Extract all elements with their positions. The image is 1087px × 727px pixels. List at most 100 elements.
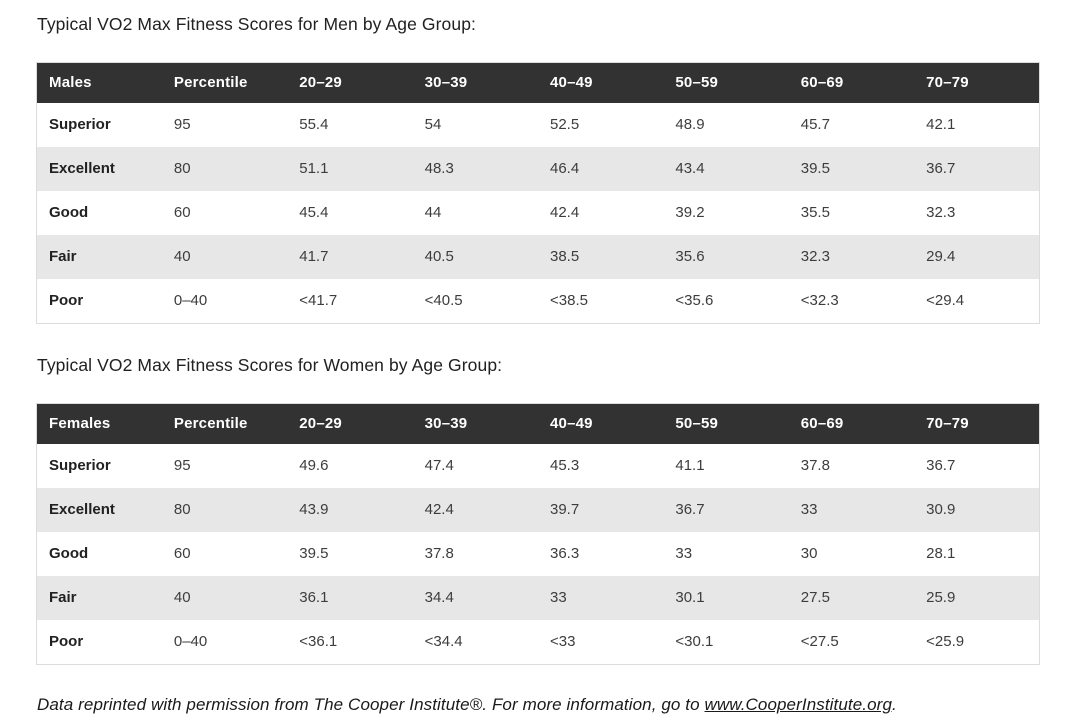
column-header: Females [36, 403, 162, 444]
women-table-title: Typical VO2 Max Fitness Scores for Women… [37, 355, 503, 375]
table-cell: 49.6 [299, 457, 329, 474]
table-cell: 44 [424, 204, 442, 221]
table-cell: 43.4 [675, 160, 705, 177]
table-cell: 39.5 [299, 545, 329, 562]
table-row: Good 60 39.5 37.8 36.3 33 30 28.1 [36, 532, 1040, 576]
table-row: Excellent 80 43.9 42.4 39.7 36.7 33 30.9 [36, 488, 1040, 532]
table-cell: 95 [173, 457, 191, 474]
table-row: Fair 40 36.1 34.4 33 30.1 27.5 25.9 [36, 576, 1040, 620]
attribution-note: Data reprinted with permission from The … [37, 695, 1040, 715]
table-cell: 42.4 [550, 204, 580, 221]
row-label: Fair [49, 248, 77, 265]
table-cell: 40.5 [424, 248, 454, 265]
table-cell: 36.7 [926, 457, 956, 474]
table-cell: 41.7 [299, 248, 329, 265]
table-cell: 48.3 [424, 160, 454, 177]
table-cell: 80 [173, 501, 191, 518]
table-cell: 32.3 [800, 248, 830, 265]
table-cell: 28.1 [926, 545, 956, 562]
table-cell: <33 [550, 633, 576, 650]
column-header: 20–29 [287, 403, 413, 444]
column-header: 40–49 [538, 62, 664, 103]
column-header: Males [36, 62, 162, 103]
table-row: Fair 40 41.7 40.5 38.5 35.6 32.3 29.4 [36, 235, 1040, 279]
table-cell: 35.5 [800, 204, 830, 221]
table-cell: 0–40 [173, 633, 208, 650]
table-cell: 42.4 [424, 501, 454, 518]
table-cell: 45.3 [550, 457, 580, 474]
attribution-period: . [892, 695, 897, 714]
table-cell: <41.7 [299, 292, 338, 309]
row-label: Superior [49, 457, 111, 474]
table-cell: 51.1 [299, 160, 329, 177]
row-label: Poor [49, 292, 84, 309]
column-header: Percentile [161, 403, 288, 444]
attribution-text: Data reprinted with permission from The … [37, 695, 705, 714]
column-header: 60–69 [788, 403, 915, 444]
table-cell: 60 [173, 545, 191, 562]
column-header: 50–59 [663, 62, 789, 103]
table-cell: 80 [173, 160, 191, 177]
table-cell: 47.4 [424, 457, 454, 474]
table-cell: 36.7 [926, 160, 956, 177]
table-cell: 41.1 [675, 457, 705, 474]
row-label: Poor [49, 633, 84, 650]
column-header: 60–69 [788, 62, 915, 103]
table-cell: 25.9 [926, 589, 956, 606]
table-cell: 40 [173, 589, 191, 606]
table-cell: 45.7 [800, 116, 830, 133]
table-cell: 38.5 [550, 248, 580, 265]
table-cell: 36.3 [550, 545, 580, 562]
header-row: Males Percentile 20–29 30–39 40–49 50–59 60–69… [36, 62, 1040, 103]
table-cell: 0–40 [173, 292, 208, 309]
table-cell: 54 [424, 116, 442, 133]
table-cell: 55.4 [299, 116, 329, 133]
table-cell: 39.2 [675, 204, 705, 221]
column-header: Percentile [161, 62, 288, 103]
women-vo2-table: Females Percentile 20–29 30–39 40–49 50–59 60–… [36, 403, 1040, 665]
column-header: 70–79 [914, 403, 1040, 444]
table-cell: 36.1 [299, 589, 329, 606]
table-row: Superior 95 49.6 47.4 45.3 41.1 37.8 36.7 [36, 444, 1040, 488]
men-table-title: Typical VO2 Max Fitness Scores for Men b… [37, 14, 476, 34]
table-cell: <38.5 [550, 292, 588, 309]
table-cell: <36.1 [299, 633, 338, 650]
column-header: 40–49 [538, 403, 664, 444]
table-cell: 52.5 [550, 116, 580, 133]
table-cell: 46.4 [550, 160, 580, 177]
table-row: Excellent 80 51.1 48.3 46.4 43.4 39.5 36.7 [36, 147, 1040, 191]
table-cell: <27.5 [800, 633, 839, 650]
column-header: 30–39 [412, 62, 538, 103]
table-row: Poor 0–40 <41.7 <40.5 <38.5 <35.6 <32.3 <29.4 [36, 279, 1040, 324]
table-cell: 30.9 [926, 501, 956, 518]
table-cell: 30.1 [675, 589, 705, 606]
table-row: Superior 95 55.4 54 52.5 48.9 45.7 42.1 [36, 103, 1040, 147]
table-cell: 33 [550, 589, 567, 606]
table-cell: 42.1 [926, 116, 956, 133]
table-cell: 29.4 [926, 248, 956, 265]
column-header: 70–79 [914, 62, 1040, 103]
table-cell: 60 [173, 204, 191, 221]
table-cell: 27.5 [800, 589, 830, 606]
table-cell: 37.8 [424, 545, 454, 562]
row-label: Excellent [49, 501, 115, 518]
table-cell: 35.6 [675, 248, 705, 265]
table-cell: 30 [800, 545, 818, 562]
table-cell: 43.9 [299, 501, 329, 518]
table-cell: <25.9 [926, 633, 965, 650]
table-cell: 33 [675, 545, 693, 562]
cooper-institute-link[interactable]: www.CooperInstitute.org [704, 695, 892, 714]
column-header: 30–39 [412, 403, 538, 444]
row-label: Superior [49, 116, 111, 133]
table-cell: 33 [800, 501, 818, 518]
table-cell: <34.4 [424, 633, 463, 650]
table-cell: <29.4 [926, 292, 965, 309]
men-vo2-table: Males Percentile 20–29 30–39 40–49 50–59 60–69… [36, 62, 1040, 324]
table-cell: 40 [173, 248, 191, 265]
column-header: 20–29 [287, 62, 413, 103]
table-cell: 39.7 [550, 501, 580, 518]
table-cell: 32.3 [926, 204, 956, 221]
row-label: Good [49, 545, 89, 562]
row-label: Good [49, 204, 89, 221]
table-cell: 34.4 [424, 589, 454, 606]
